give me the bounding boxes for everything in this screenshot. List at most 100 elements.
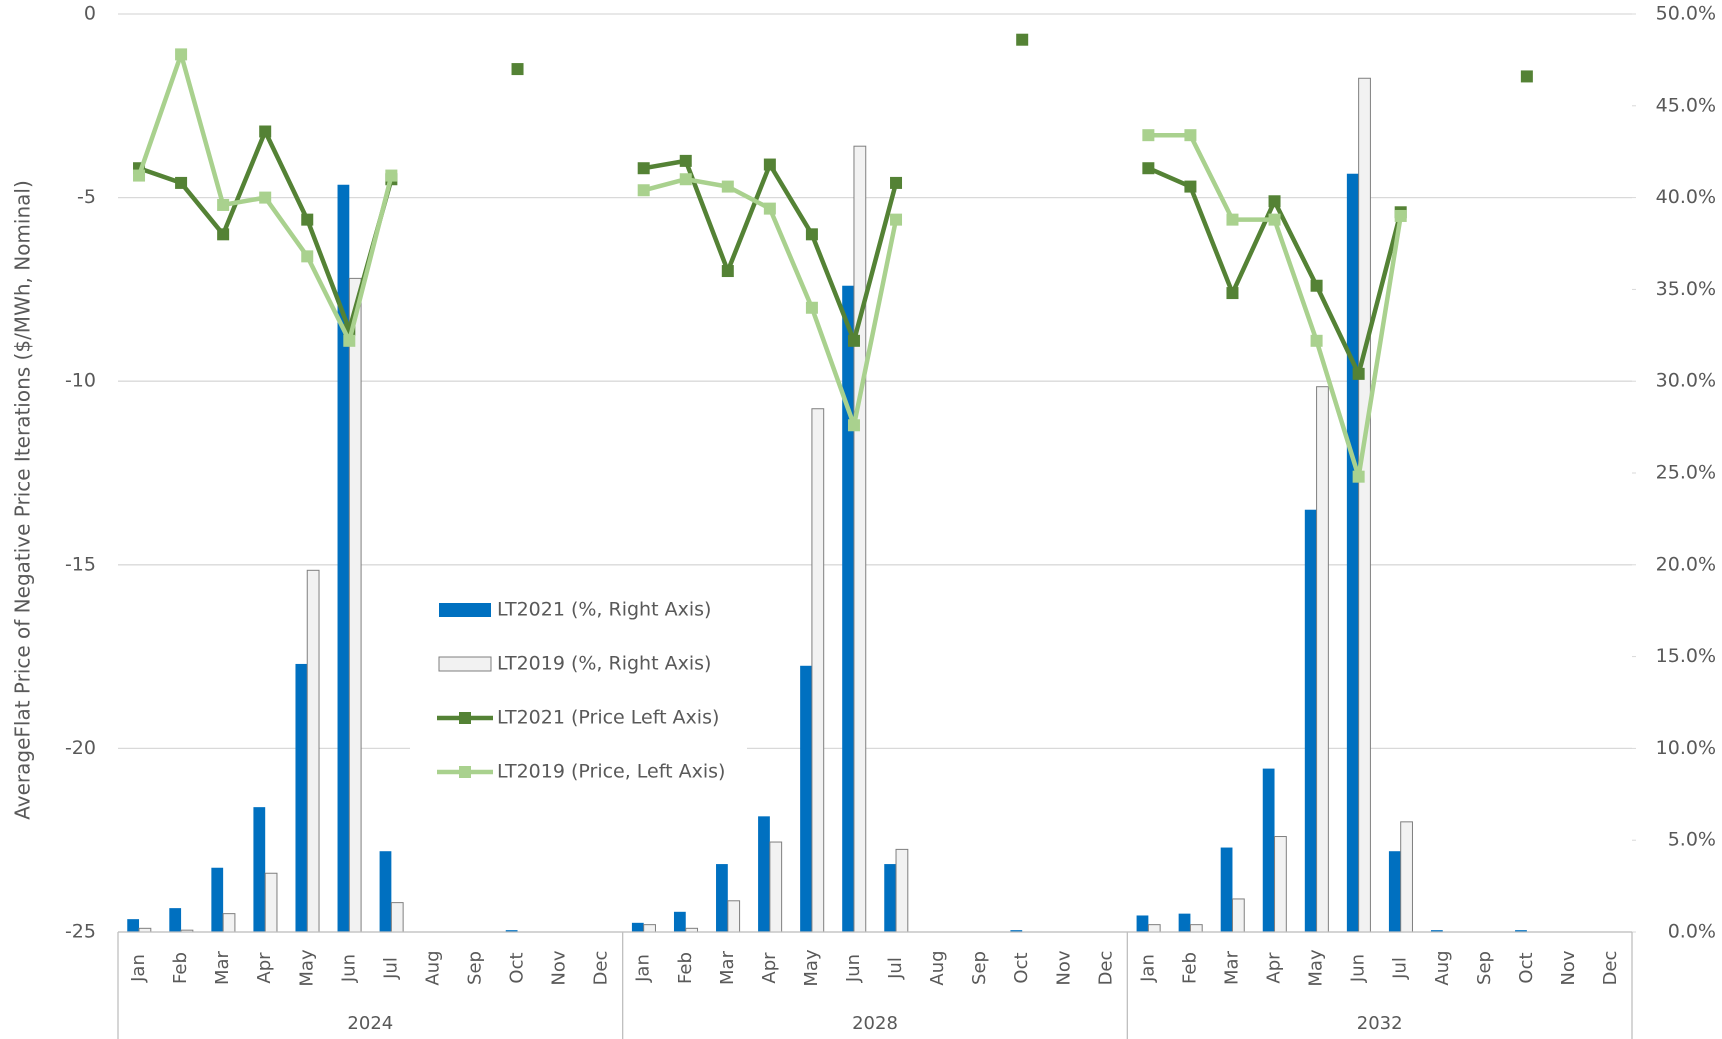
x-tick-label: Jan	[1137, 954, 1158, 983]
bar	[716, 864, 728, 932]
marker	[1352, 470, 1365, 483]
x-tick-label: Jul	[1390, 957, 1411, 980]
marker	[721, 180, 734, 193]
marker	[763, 202, 776, 215]
marker	[1520, 70, 1533, 83]
bar	[800, 665, 812, 932]
bar	[264, 872, 278, 933]
legend-label: LT2019 (%, Right Axis)	[497, 653, 711, 675]
bar	[1147, 924, 1161, 933]
bar	[295, 663, 308, 932]
x-tick-label: Mar	[717, 950, 738, 985]
y-tick-label: 0	[84, 3, 96, 25]
bar	[1388, 851, 1401, 932]
marker	[890, 213, 903, 226]
x-tick-label: Sep	[464, 951, 485, 985]
lines	[133, 33, 1533, 483]
bar	[643, 924, 656, 933]
y-tick-label: -5	[77, 186, 96, 208]
y-tick-label: -10	[65, 370, 96, 392]
bar	[222, 913, 236, 933]
y2-tick-label: 15.0%	[1656, 645, 1716, 667]
y-axis-title: AverageFlat Price of Negative Price Iter…	[11, 180, 35, 820]
legend-swatch	[438, 656, 492, 672]
legend: LT2021 (%, Right Axis) LT2019 (%, Right A…	[410, 582, 747, 790]
marker	[175, 48, 188, 61]
bar	[306, 569, 320, 933]
bar	[1010, 930, 1023, 932]
marker	[1016, 33, 1029, 46]
group-label: 2028	[852, 1013, 898, 1034]
legend-label: LT2019 (Price, Left Axis)	[497, 761, 725, 783]
bar	[1178, 913, 1191, 932]
x-tick-label: May	[1306, 949, 1327, 987]
bar	[1515, 930, 1527, 932]
axes: -25 -20 -15 -10 -5 0 0.0% 5.0% 10.0% 15.0% 20.0% 25…	[65, 3, 1716, 1039]
marker	[1226, 287, 1239, 300]
x-tick-label: Apr	[759, 952, 780, 984]
marker	[217, 228, 230, 241]
x-tick-label: Feb	[1179, 952, 1200, 984]
marker	[805, 228, 818, 241]
x-tick-label: Aug	[927, 950, 948, 985]
bar	[1400, 821, 1413, 933]
y2-tick-label: 20.0%	[1656, 553, 1716, 575]
marker	[1310, 279, 1323, 292]
line	[136, 52, 1403, 479]
x-tick-label: Feb	[675, 952, 696, 984]
bar	[1430, 930, 1443, 932]
y2-tick-label: 5.0%	[1668, 829, 1716, 851]
x-tick-label: Dec	[1600, 951, 1621, 986]
x-tick-label: Nov	[1053, 950, 1074, 985]
bar	[505, 930, 518, 932]
x-tick-label: Mar	[212, 950, 233, 985]
marker	[1352, 367, 1365, 380]
group-label: 2032	[1357, 1013, 1403, 1034]
bar	[1316, 386, 1329, 933]
marker	[847, 334, 860, 347]
y2-tick-label: 10.0%	[1656, 737, 1716, 759]
marker	[385, 169, 398, 182]
x-tick-label: Aug	[1432, 950, 1453, 985]
x-tick-label: Jul	[885, 957, 906, 980]
x-tick-label: Jun	[1348, 954, 1369, 983]
marker	[637, 184, 650, 197]
marker	[1268, 195, 1281, 208]
y-tick-label: -25	[65, 921, 96, 943]
bar	[379, 851, 392, 932]
x-tick-label: Oct	[507, 952, 528, 983]
marker	[890, 176, 903, 189]
bar	[842, 285, 854, 932]
bar	[727, 900, 741, 933]
bar	[1262, 768, 1275, 932]
x-tick-label: Feb	[170, 952, 191, 984]
bar	[127, 919, 140, 932]
x-tick-label: May	[296, 949, 317, 987]
y2-tick-label: 30.0%	[1656, 370, 1716, 392]
x-tick-label: Mar	[1221, 950, 1242, 985]
marker	[1184, 180, 1197, 193]
bar	[169, 908, 182, 932]
bar	[769, 841, 783, 933]
y-tick-label: -15	[65, 553, 96, 575]
x-tick-label: Jun	[338, 954, 359, 983]
bar	[758, 816, 770, 932]
x-tick-label: Oct	[1516, 952, 1537, 983]
bar	[1274, 836, 1287, 933]
bars	[127, 77, 1527, 933]
x-tick-label: Nov	[1558, 950, 1579, 985]
y2-tick-label: 35.0%	[1656, 278, 1716, 300]
marker	[1394, 209, 1407, 222]
x-tick-label: Jan	[128, 954, 149, 983]
marker	[175, 176, 188, 189]
bar	[1231, 898, 1245, 933]
bar	[884, 864, 897, 932]
marker	[805, 301, 818, 314]
marker	[763, 158, 776, 171]
marker	[343, 334, 356, 347]
x-tick-label: Jul	[380, 957, 401, 980]
y2-tick-label: 25.0%	[1656, 462, 1716, 484]
marker	[1268, 213, 1281, 226]
x-tick-label: Sep	[1474, 951, 1495, 985]
